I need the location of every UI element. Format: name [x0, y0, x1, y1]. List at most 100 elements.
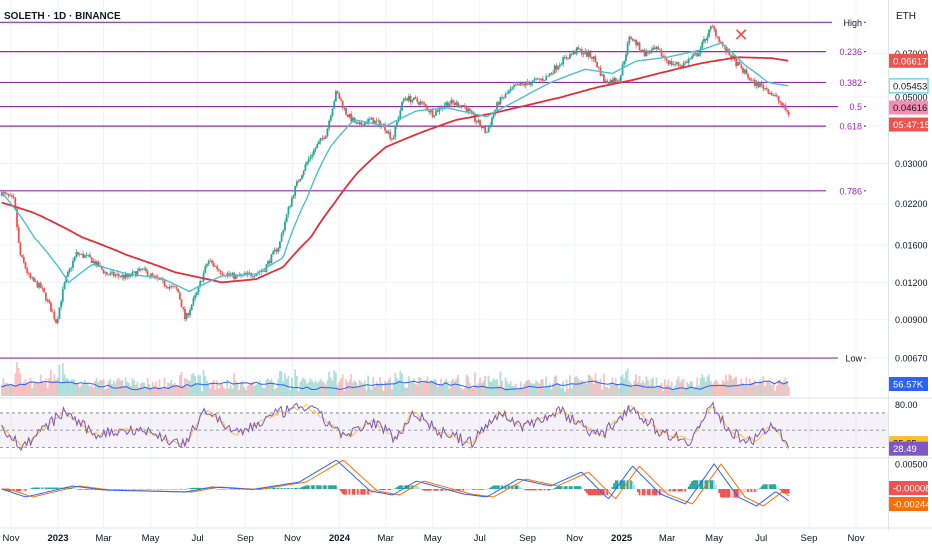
macd-histogram-bar [623, 480, 626, 489]
volume-bar [614, 378, 617, 396]
candle-body [519, 82, 522, 86]
volume-bar [733, 377, 736, 396]
symbol-title[interactable]: SOLETH · 1D · BINANCE [4, 11, 121, 22]
candle-body [577, 47, 580, 50]
price-tick: 0.01600 [895, 241, 928, 251]
macd-histogram-bar [231, 489, 234, 490]
volume-bar [380, 382, 383, 396]
macd-histogram-bar [172, 489, 174, 490]
candle-body [704, 38, 707, 41]
candle-body [362, 124, 364, 127]
macd-histogram-bar [718, 489, 721, 493]
volume-bar [228, 388, 230, 396]
volume-bar [487, 375, 490, 396]
candle-body [126, 274, 129, 277]
candle-body [116, 274, 118, 275]
candle-body [270, 254, 273, 264]
macd-histogram-bar [184, 489, 186, 490]
macd-histogram-bar [402, 485, 405, 489]
candle-body [765, 87, 768, 90]
volume-bar [591, 378, 593, 396]
macd-histogram-bar [392, 489, 395, 490]
macd-histogram-bar [134, 489, 137, 490]
macd-histogram-bar [711, 480, 714, 489]
volume-bar [200, 391, 203, 396]
volume-bar [233, 373, 236, 396]
candle-body [675, 62, 678, 64]
volume-bar [58, 364, 61, 396]
candle-body [209, 260, 212, 262]
volume-bar [618, 388, 621, 396]
volume-bar [277, 378, 280, 396]
macd-histogram-bar [692, 480, 695, 489]
macd-histogram-bar [426, 489, 429, 491]
macd-histogram-bar [92, 489, 95, 490]
volume-bar [145, 386, 147, 396]
candle-body [677, 62, 680, 66]
candle-body [48, 299, 51, 303]
candle-body [779, 101, 782, 103]
candle-body [755, 81, 758, 86]
volume-bar [662, 390, 665, 396]
candle-body [701, 42, 704, 49]
volume-bar [531, 383, 534, 396]
volume-bar [87, 384, 90, 396]
macd-histogram-bar [689, 483, 692, 489]
volume-bar [665, 385, 668, 396]
candle-body [43, 288, 46, 293]
candle-body [665, 58, 668, 61]
macd-histogram-bar [535, 489, 537, 491]
macd-histogram-bar [714, 484, 717, 489]
candle-body [647, 50, 649, 53]
candle-body [716, 36, 719, 38]
volume-bar [599, 379, 602, 396]
macd-histogram-bar [524, 489, 527, 491]
price-label: 0.06617 [893, 56, 927, 67]
rsi-line [1, 401, 789, 452]
candle-body [587, 51, 590, 57]
volume-bar [297, 391, 300, 396]
macd-histogram-bar [224, 489, 227, 490]
macd-histogram-bar [594, 489, 597, 496]
volume-bar [104, 389, 107, 396]
macd-label: -0.00244 [893, 500, 931, 511]
volume-bar [34, 382, 37, 396]
macd-histogram-bar [78, 489, 81, 490]
volume-bar [89, 386, 91, 396]
candle-body [757, 81, 760, 88]
macd-histogram-bar [321, 485, 324, 489]
candle-body [170, 285, 173, 287]
macd-histogram-bar [290, 488, 293, 489]
volume-bar [631, 386, 634, 396]
candle-body [319, 137, 322, 142]
price-label: 05:47:15 [893, 120, 930, 131]
candle-body [584, 50, 587, 54]
macd-histogram-bar [765, 484, 768, 489]
macd-histogram-bar [565, 486, 568, 489]
price-tick: 0.00900 [895, 315, 928, 325]
candle-body [66, 271, 69, 277]
volume-bar [594, 373, 597, 396]
macd-histogram-bar [348, 489, 351, 495]
volume-bar [423, 381, 425, 396]
volume-bar [4, 383, 7, 396]
volume-bar [382, 390, 385, 396]
macd-histogram-bar [665, 489, 668, 492]
candle-body [68, 268, 71, 272]
volume-bar [212, 379, 215, 396]
candle-body [0, 192, 3, 196]
macd-histogram-bar [234, 489, 237, 490]
volume-bar [106, 388, 108, 396]
macd-histogram-bar [708, 480, 710, 489]
candle-body [669, 61, 671, 64]
macd-histogram-bar [19, 489, 22, 492]
macd-histogram-bar [599, 489, 602, 496]
volume-bar [445, 378, 448, 396]
volume-bar [745, 376, 748, 396]
candle-body [272, 251, 275, 255]
macd-histogram-bar [536, 489, 539, 491]
macd-histogram-bar [192, 487, 195, 489]
volume-bar [772, 381, 775, 396]
candle-body [582, 53, 585, 55]
